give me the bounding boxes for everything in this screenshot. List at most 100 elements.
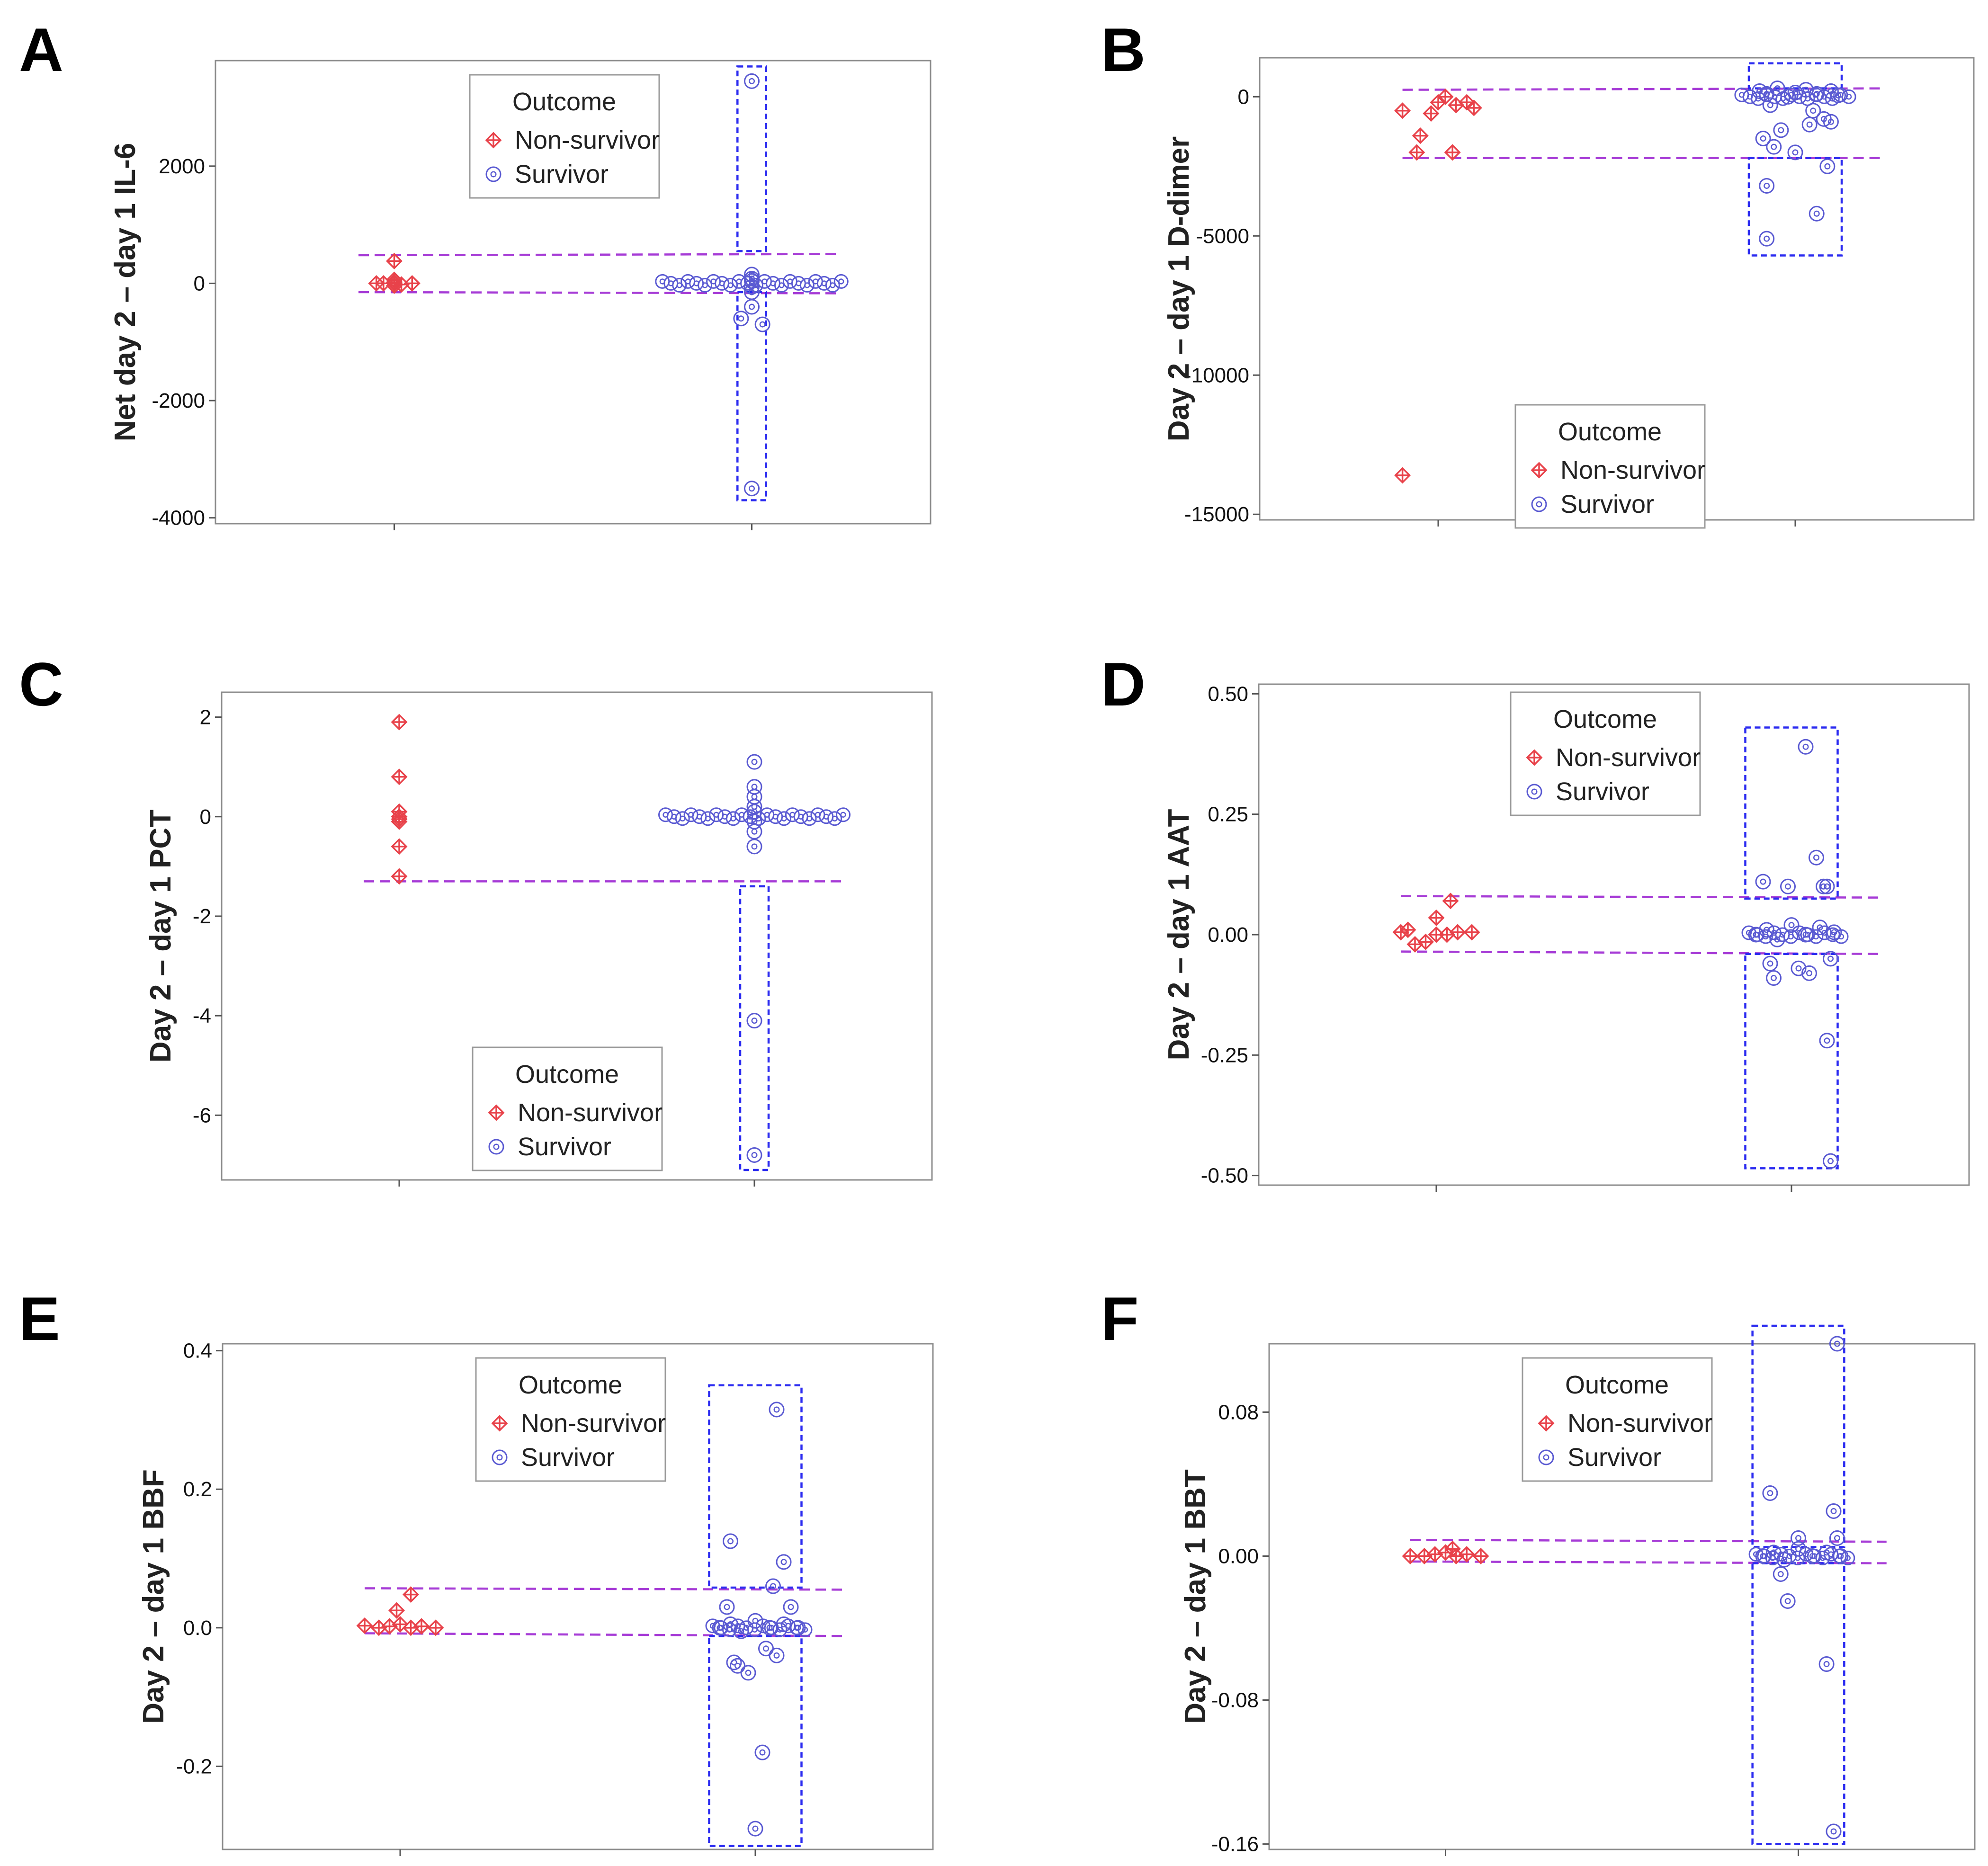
survivor-ring [1804, 1548, 1820, 1564]
survivor-ring [1819, 158, 1836, 174]
survivor-ring [1819, 878, 1835, 894]
survivor-point [1755, 874, 1771, 890]
legend: Outcome Non-survivor Survivor [1522, 1357, 1713, 1482]
survivor-point [754, 316, 770, 332]
survivor-point [1798, 739, 1814, 755]
survivor-point [761, 1620, 778, 1636]
survivor-point [1826, 1503, 1842, 1519]
survivor-ring [732, 274, 747, 289]
survivor-band-point [734, 807, 749, 822]
survivor-ring [1826, 924, 1842, 940]
survivor-ring [1809, 205, 1825, 222]
survivor-ring [769, 1647, 785, 1663]
survivor-ring [744, 73, 760, 89]
survivor-ring [790, 1620, 806, 1636]
non-survivor-point [1437, 88, 1454, 105]
threshold-line [1400, 895, 1881, 899]
survivor-dot [1771, 975, 1777, 982]
survivor-dot [759, 321, 766, 328]
survivor-ring [689, 276, 704, 291]
survivor-point [1791, 960, 1807, 976]
survivor-band-point [672, 277, 687, 293]
survivor-band-point [791, 276, 806, 291]
survivor-ring [757, 274, 772, 289]
survivor-point [723, 1533, 738, 1549]
survivor-ring [754, 1744, 770, 1760]
survivor-point [1787, 84, 1803, 100]
y-tick-label: 0.0 [183, 1616, 212, 1640]
survivor-ring [658, 807, 673, 822]
survivor-ring [709, 807, 724, 822]
survivor-point [1766, 139, 1782, 155]
survivor-dot [1784, 1598, 1791, 1605]
survivor-point [744, 73, 760, 89]
survivor-dot [1830, 1508, 1837, 1514]
survivor-dot [1813, 210, 1820, 217]
survivor-dot [773, 1406, 780, 1413]
non-survivor-point [1449, 924, 1466, 941]
survivor-ring [816, 276, 832, 291]
survivor-band-point [765, 276, 780, 291]
survivor-point [746, 823, 762, 839]
non-survivor-point [413, 1618, 430, 1635]
survivor-point [1762, 955, 1778, 972]
survivor-ring [723, 1533, 738, 1549]
survivor-ring [776, 1616, 792, 1633]
survivor-dot [1824, 883, 1830, 890]
survivor-ring [492, 1449, 508, 1465]
survivor-dot [1760, 878, 1766, 885]
non-survivor-point [427, 1619, 444, 1636]
survivor-point [1783, 917, 1800, 933]
survivor-dot [780, 1559, 787, 1565]
survivor-dot [738, 315, 744, 322]
threshold-line [358, 291, 842, 295]
survivor-dot [749, 277, 755, 284]
y-tick-label: -0.08 [1211, 1689, 1259, 1712]
survivor-ring [700, 811, 716, 826]
legend-item-survivor: Survivor [521, 1443, 615, 1472]
survivor-ring [1826, 1503, 1842, 1519]
non-survivor-point [1417, 933, 1434, 950]
survivor-dot [752, 1825, 759, 1832]
non-survivor-point [1444, 144, 1461, 161]
non-survivor-point [1408, 144, 1425, 161]
survivor-band-point [723, 277, 738, 293]
survivor-ring [1759, 231, 1775, 247]
legend-survivor-icon [1526, 784, 1542, 800]
survivor-ring [1773, 122, 1789, 138]
survivor-ring [1766, 970, 1782, 986]
legend-title: Outcome [519, 1371, 622, 1399]
survivor-dot [840, 812, 846, 818]
survivor-band-point [725, 811, 741, 826]
survivor-dot [1543, 1454, 1549, 1461]
survivor-point [1833, 1548, 1849, 1564]
survivor-dot [1813, 90, 1820, 97]
survivor-ring [793, 809, 808, 824]
survivor-ring [1823, 1153, 1838, 1169]
survivor-dot [1827, 955, 1834, 962]
y-tick-label: -4000 [152, 507, 205, 530]
survivor-band-point [819, 809, 834, 824]
survivor-band-point [827, 811, 842, 826]
y-tick-label: -0.2 [176, 1755, 212, 1778]
survivor-band-point [785, 807, 800, 822]
survivor-point [746, 1147, 762, 1163]
survivor-dot [1802, 743, 1809, 750]
outlier-box [708, 1635, 803, 1847]
survivor-ring [1798, 82, 1814, 98]
survivor-ring [744, 273, 760, 289]
survivor-ring [1762, 1485, 1778, 1501]
survivor-band-point [692, 809, 707, 824]
survivor-dot [1536, 501, 1542, 508]
survivor-dot [734, 1662, 741, 1669]
legend-survivor-icon [1538, 1449, 1554, 1465]
survivor-ring [1762, 955, 1778, 972]
survivor-dot [749, 78, 755, 84]
panel-b: B 0 -5000 -10000 -15000 Day 2 – day 1 D-dimer… [1101, 15, 1975, 529]
survivor-ring [1759, 178, 1775, 194]
survivor-band-point [810, 807, 825, 822]
survivor-band-point [1782, 1548, 1797, 1563]
survivor-ring [1826, 1823, 1842, 1839]
survivor-ring [746, 1013, 762, 1029]
survivor-point [746, 839, 762, 855]
